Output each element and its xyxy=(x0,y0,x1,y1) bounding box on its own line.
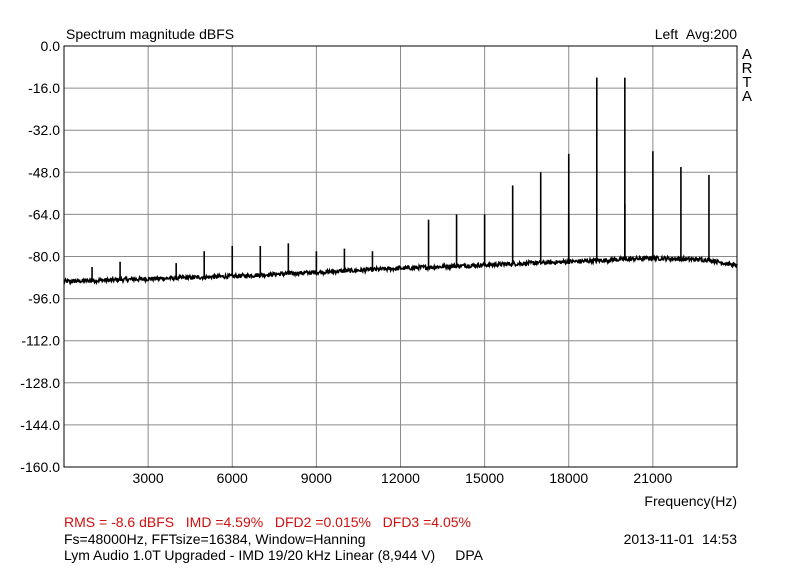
x-tick-label: 6000 xyxy=(217,470,248,486)
brand-letter-r: R xyxy=(741,60,753,77)
measurement-results: RMS = -8.6 dBFS IMD =4.59% DFD2 =0.015% … xyxy=(64,514,471,530)
x-axis-label: Frequency(Hz) xyxy=(644,493,737,509)
y-tick-label: -160.0 xyxy=(20,459,60,475)
brand-letter-a1: A xyxy=(741,46,752,63)
x-tick-label: 12000 xyxy=(381,470,420,486)
arta-logo: A R T A xyxy=(741,46,753,105)
y-tick-label: -16.0 xyxy=(28,80,60,96)
y-tick-label: -112.0 xyxy=(21,333,60,349)
channel-label: Left xyxy=(654,26,679,42)
x-tick-label: 3000 xyxy=(133,470,164,486)
date-value: 2013-11-01 xyxy=(623,531,695,547)
x-tick-label: 21000 xyxy=(633,470,672,486)
timestamp: 2013-11-01 14:53 xyxy=(624,531,737,547)
y-tick-label: -80.0 xyxy=(28,249,60,265)
average-label: Avg:200 xyxy=(685,26,737,42)
plot-frame xyxy=(63,45,738,468)
x-tick-labels: 3000 6000 9000 12000 15000 18000 21000 xyxy=(133,470,673,486)
brand-letter-t: T xyxy=(742,74,752,91)
fft-settings: Fs=48000Hz, FFTsize=16384, Window=Hannin… xyxy=(64,531,366,547)
y-tick-label: -128.0 xyxy=(20,375,60,391)
y-tick-labels: 0.0 -16.0 -32.0 -48.0 -64.0 -80.0 -96.0 -112.0 -… xyxy=(20,38,60,475)
y-tick-label: -32.0 xyxy=(28,122,60,138)
x-tick-label: 9000 xyxy=(301,470,332,486)
rms-value: RMS = -8.6 dBFS xyxy=(64,514,175,530)
x-tick-label: 15000 xyxy=(465,470,504,486)
brand-letter-a2: A xyxy=(741,88,752,105)
y-tick-label: -96.0 xyxy=(28,291,60,307)
y-tick-label: 0.0 xyxy=(41,38,61,54)
measurement-description: Lym Audio 1.0T Upgraded - IMD 19/20 kHz … xyxy=(64,547,483,563)
spectral-peaks xyxy=(91,77,710,281)
dfd3-value: DFD3 =4.05% xyxy=(382,514,471,530)
dfd2-value: DFD2 =0.015% xyxy=(274,514,371,530)
imd-value: IMD =4.59% xyxy=(185,514,264,530)
y-tick-label: -64.0 xyxy=(28,206,60,222)
y-tick-label: -48.0 xyxy=(28,164,60,180)
x-tick-label: 18000 xyxy=(549,470,588,486)
channel-info: Left Avg:200 xyxy=(655,26,737,42)
device-label: DPA xyxy=(455,547,483,563)
chart-title: Spectrum magnitude dBFS xyxy=(66,26,235,42)
description-text: Lym Audio 1.0T Upgraded - IMD 19/20 kHz … xyxy=(64,547,436,563)
time-value: 14:53 xyxy=(701,531,737,547)
y-tick-label: -144.0 xyxy=(20,417,60,433)
